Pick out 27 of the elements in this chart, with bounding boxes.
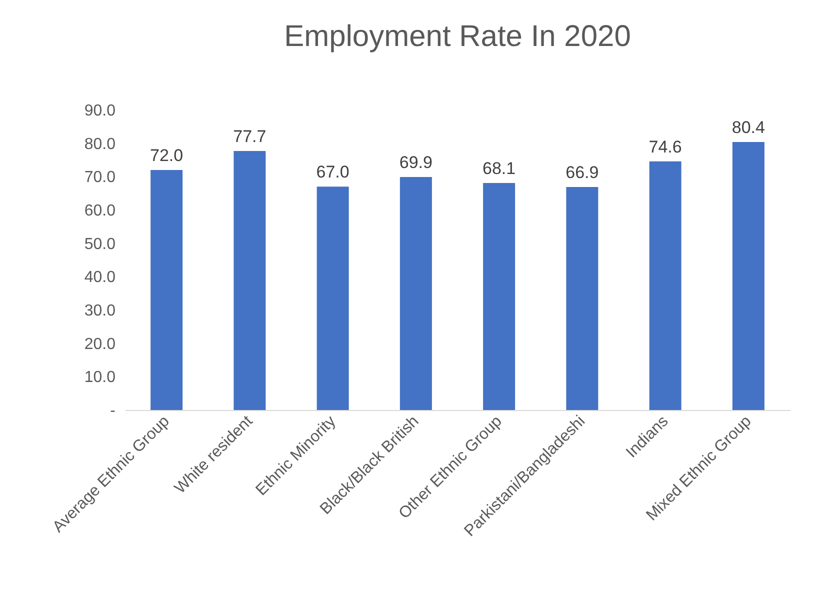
bar: [732, 142, 764, 410]
data-label: 69.9: [399, 153, 432, 172]
y-tick-label: 40.0: [84, 269, 116, 286]
y-tick-label: 70.0: [84, 169, 116, 186]
bar: [234, 151, 266, 410]
data-label: 80.4: [732, 118, 765, 137]
y-tick-label: 60.0: [84, 202, 116, 220]
data-label: 74.6: [648, 137, 682, 156]
bar: [483, 183, 516, 410]
bar: [566, 187, 598, 410]
bar: [150, 170, 183, 410]
y-tick-label: -: [110, 402, 116, 420]
chart-title: Employment Rate In 2020: [284, 20, 631, 53]
y-tick-label: 30.0: [84, 302, 116, 320]
y-tick-label: 10.0: [84, 369, 116, 386]
data-label: 67.0: [316, 162, 350, 182]
y-tick-label: 50.0: [84, 236, 116, 253]
y-tick-label: 80.0: [84, 136, 116, 153]
bar: [649, 161, 682, 410]
y-tick-label: 90.0: [84, 102, 116, 120]
data-label: 72.0: [150, 146, 184, 165]
bar: [400, 177, 432, 410]
data-label: 68.1: [482, 159, 516, 178]
bar: [316, 186, 349, 410]
data-label: 66.9: [566, 163, 599, 182]
y-tick-label: 20.0: [84, 336, 116, 353]
data-label: 77.7: [233, 127, 266, 146]
